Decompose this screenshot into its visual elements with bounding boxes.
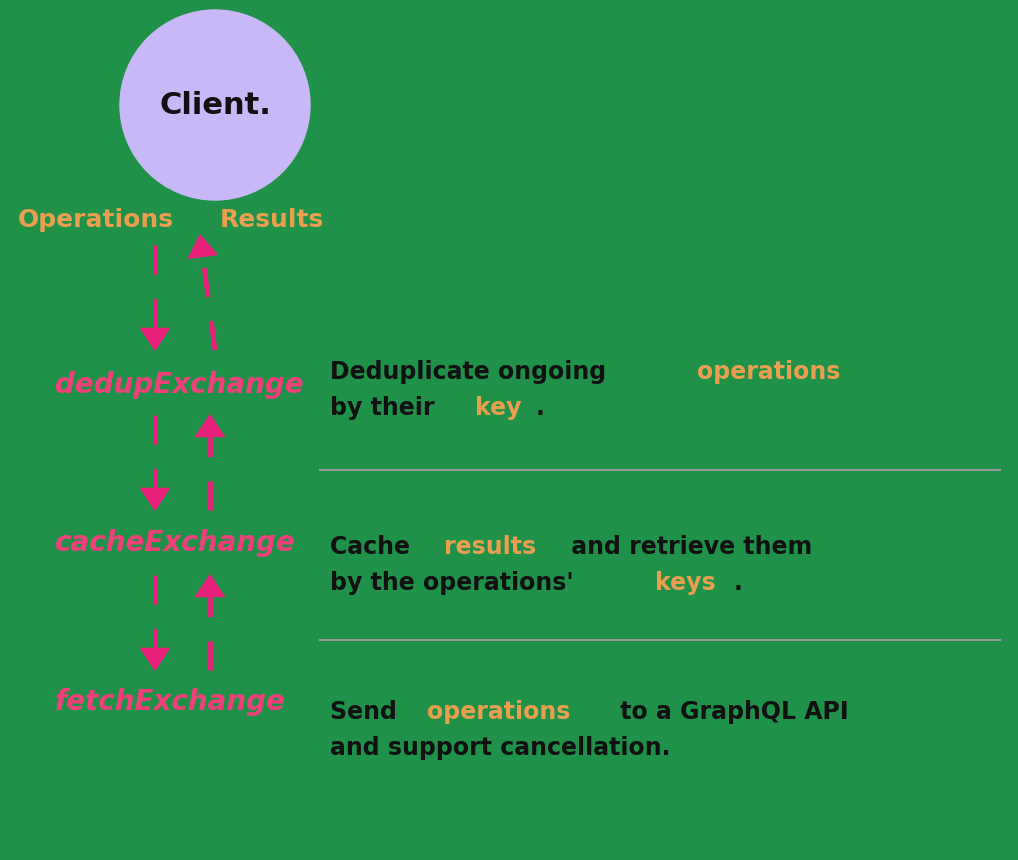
Text: fetchExchange: fetchExchange <box>55 688 286 716</box>
Text: Send: Send <box>330 700 405 724</box>
Text: and support cancellation.: and support cancellation. <box>330 735 671 759</box>
Text: Results: Results <box>220 208 325 232</box>
Text: by the operations': by the operations' <box>330 571 582 595</box>
Polygon shape <box>140 329 169 350</box>
Text: dedupExchange: dedupExchange <box>55 371 303 399</box>
Circle shape <box>120 10 310 200</box>
Text: and retrieve them: and retrieve them <box>563 535 812 559</box>
Text: operations: operations <box>697 360 840 384</box>
Polygon shape <box>195 415 224 437</box>
Polygon shape <box>195 575 224 597</box>
Text: Client.: Client. <box>159 90 271 120</box>
Text: .: . <box>535 396 545 420</box>
Text: Deduplicate ongoing: Deduplicate ongoing <box>330 360 615 384</box>
Polygon shape <box>188 235 217 258</box>
Text: keys: keys <box>655 571 716 595</box>
Polygon shape <box>140 488 169 510</box>
Text: cacheExchange: cacheExchange <box>55 529 296 557</box>
Text: Operations: Operations <box>18 208 174 232</box>
Text: Cache: Cache <box>330 535 418 559</box>
Text: results: results <box>444 535 536 559</box>
Text: to a GraphQL API: to a GraphQL API <box>612 700 849 724</box>
Text: operations: operations <box>427 700 570 724</box>
Polygon shape <box>140 648 169 670</box>
Text: by their: by their <box>330 396 443 420</box>
Text: .: . <box>733 571 742 595</box>
Text: key: key <box>475 396 522 420</box>
